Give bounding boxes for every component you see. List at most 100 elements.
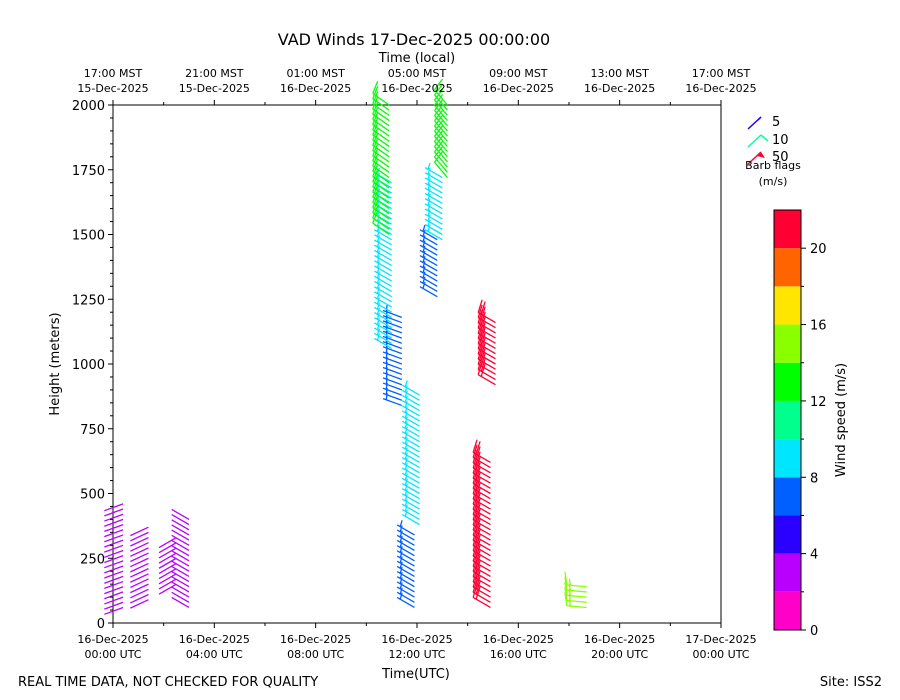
legend-barb-10: 10	[747, 133, 789, 148]
y-tick-label: 2000	[72, 99, 105, 114]
wind-barb	[401, 380, 420, 396]
colorbar-label: Wind speed (m/s)	[834, 363, 849, 477]
x-tick-label-utc: 16-Dec-2025 08:00 UTC	[280, 633, 351, 661]
wind-barb	[171, 534, 190, 546]
wind-barb	[374, 230, 392, 246]
barb-group-late-morning-cyan	[424, 162, 443, 241]
wind-barb	[472, 439, 491, 463]
wind-barb	[104, 560, 124, 569]
wind-barb	[401, 416, 420, 432]
wind-barb	[372, 111, 390, 137]
wind-barb	[424, 167, 443, 184]
wind-barb	[401, 473, 420, 489]
wind-barb	[374, 307, 392, 324]
wind-barb	[372, 91, 390, 116]
colorbar-cell	[774, 286, 801, 325]
colorbar-tick-label: 20	[810, 242, 827, 257]
wind-barb	[171, 570, 190, 583]
wind-barb	[396, 592, 415, 609]
wind-barb	[372, 174, 390, 199]
wind-barb	[401, 421, 420, 438]
x-tick-label-local: 17:00 MST 15-Dec-2025	[77, 67, 148, 95]
wind-barb	[171, 508, 190, 520]
wind-barb	[171, 560, 190, 572]
wind-barb	[372, 189, 390, 215]
wind-barb	[424, 198, 443, 215]
wind-barb	[424, 183, 443, 199]
wind-barb	[372, 86, 390, 111]
wind-barb	[130, 588, 149, 599]
x-axis-label: Time(UTC)	[381, 667, 450, 682]
wind-barb	[419, 266, 438, 282]
wind-barb	[374, 318, 392, 334]
plot-frame	[112, 104, 722, 624]
footer-site: Site: ISS2	[820, 675, 882, 690]
legend-label-10: 10	[772, 133, 789, 148]
wind-barb	[104, 570, 124, 579]
wind-barb	[396, 587, 415, 603]
wind-barb	[104, 529, 124, 538]
colorbar-cell	[774, 248, 801, 287]
wind-barb	[130, 578, 149, 589]
wind-barb	[374, 276, 392, 293]
colorbar-tick-label: 8	[810, 471, 818, 486]
wind-barb	[158, 557, 177, 569]
wind-barb	[158, 542, 177, 554]
wind-barb	[171, 524, 190, 536]
wind-barb	[171, 529, 190, 541]
barb-group-midday-low-red	[472, 439, 491, 609]
wind-barb	[401, 499, 420, 515]
wind-barb	[130, 536, 149, 547]
wind-barb	[396, 535, 415, 552]
wind-barb	[104, 606, 124, 615]
wind-barb	[401, 432, 420, 448]
wind-barb	[130, 583, 149, 594]
wind-barb	[171, 586, 190, 598]
wind-barb	[434, 83, 448, 111]
wind-barb	[372, 137, 390, 163]
wind-barb	[372, 184, 390, 210]
wind-barb	[401, 390, 420, 407]
wind-barb	[130, 526, 149, 537]
y-axis-label: Height (meters)	[48, 312, 63, 415]
wind-barb	[374, 235, 392, 251]
wind-barb	[104, 518, 124, 527]
x-tick-label-local: 05:00 MST 16-Dec-2025	[381, 67, 452, 95]
wind-barb	[419, 235, 438, 251]
y-tick-label: 750	[80, 423, 105, 438]
wind-barb	[130, 562, 149, 573]
wind-barb	[104, 503, 124, 512]
barb-group-morning-low-blue	[396, 520, 415, 609]
barb-group-morning-low-cyan	[401, 380, 420, 526]
legend-title: Barb flags	[745, 159, 801, 172]
y-tick-label: 0	[97, 617, 105, 632]
plot-area: 16-Dec-2025 00:00 UTC 16-Dec-2025 04:00 UTC…	[72, 67, 757, 661]
wind-barb	[158, 568, 177, 580]
barb-group-night-east-1	[104, 503, 124, 615]
colorbar-cell	[774, 400, 801, 440]
wind-barb	[564, 571, 587, 588]
barb-group-late-morning-green	[434, 78, 448, 178]
wind-barb	[401, 411, 420, 427]
wind-barb	[372, 158, 390, 184]
wind-barb	[374, 240, 392, 256]
wind-barb	[396, 530, 415, 546]
wind-barb	[424, 209, 443, 225]
x-tick-label-local: 01:00 MST 16-Dec-2025	[280, 67, 351, 95]
wind-barb	[374, 271, 392, 287]
wind-barb	[372, 96, 390, 122]
wind-barb	[171, 519, 190, 531]
x-tick-label-utc: 16-Dec-2025 00:00 UTC	[77, 633, 148, 661]
wind-barb	[158, 552, 177, 564]
wind-barb	[372, 200, 390, 225]
wind-barb	[374, 245, 392, 261]
barb-legend: 5 10 50 Barb flags (m/s)	[745, 115, 801, 188]
colorbar-cell	[774, 362, 801, 401]
wind-barb	[158, 547, 177, 559]
wind-barb	[372, 106, 390, 132]
wind-barb	[374, 333, 392, 350]
wind-barb	[396, 520, 415, 536]
wind-barb	[171, 514, 190, 526]
legend-barb-50: 50	[747, 150, 789, 165]
wind-barb	[424, 188, 443, 204]
